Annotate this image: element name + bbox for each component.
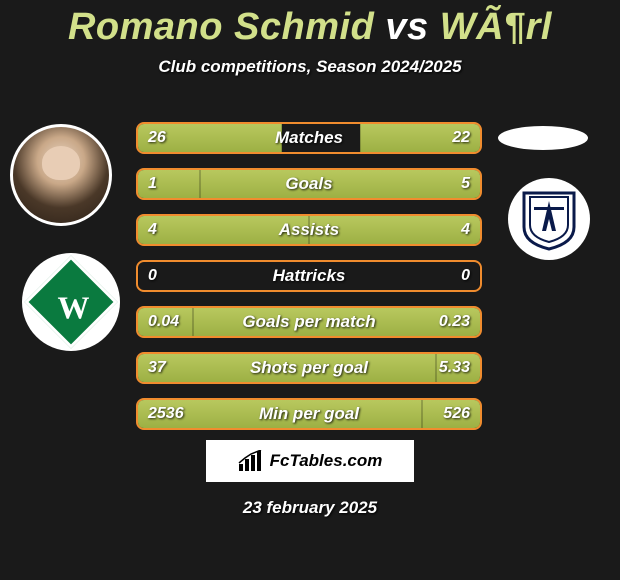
- arminia-bielefeld-icon: [520, 187, 578, 251]
- brand-badge: FcTables.com: [206, 440, 414, 482]
- player1-avatar: [10, 124, 112, 226]
- brand-chart-icon: [238, 450, 264, 472]
- stat-row: 2622Matches: [136, 122, 482, 154]
- stats-panel: 2622Matches 15Goals 44Assists 00Hattricks 0.…: [136, 122, 482, 444]
- page-title: Romano Schmid vs WÃ¶rl: [0, 0, 620, 49]
- subtitle: Club competitions, Season 2024/2025: [0, 57, 620, 77]
- werder-bremen-icon: [24, 255, 117, 348]
- stat-row: 44Assists: [136, 214, 482, 246]
- player2-club-badge: [508, 178, 590, 260]
- stat-row: 15Goals: [136, 168, 482, 200]
- stat-row: 2536526Min per goal: [136, 398, 482, 430]
- stat-row: 00Hattricks: [136, 260, 482, 292]
- stat-label: Assists: [138, 220, 480, 240]
- vs-separator: vs: [385, 6, 428, 48]
- date-label: 23 february 2025: [0, 498, 620, 518]
- player1-club-badge: [22, 253, 120, 351]
- stat-label: Shots per goal: [138, 358, 480, 378]
- player2-name: WÃ¶rl: [440, 6, 552, 48]
- stat-label: Hattricks: [138, 266, 480, 286]
- stat-label: Matches: [138, 128, 480, 148]
- player2-avatar: [498, 126, 588, 150]
- stat-row: 375.33Shots per goal: [136, 352, 482, 384]
- stat-row: 0.040.23Goals per match: [136, 306, 482, 338]
- stat-label: Goals per match: [138, 312, 480, 332]
- player1-name: Romano Schmid: [68, 6, 374, 48]
- stat-label: Goals: [138, 174, 480, 194]
- comparison-card: Romano Schmid vs WÃ¶rl Club competitions…: [0, 0, 620, 580]
- stat-label: Min per goal: [138, 404, 480, 424]
- brand-label: FcTables.com: [270, 451, 383, 471]
